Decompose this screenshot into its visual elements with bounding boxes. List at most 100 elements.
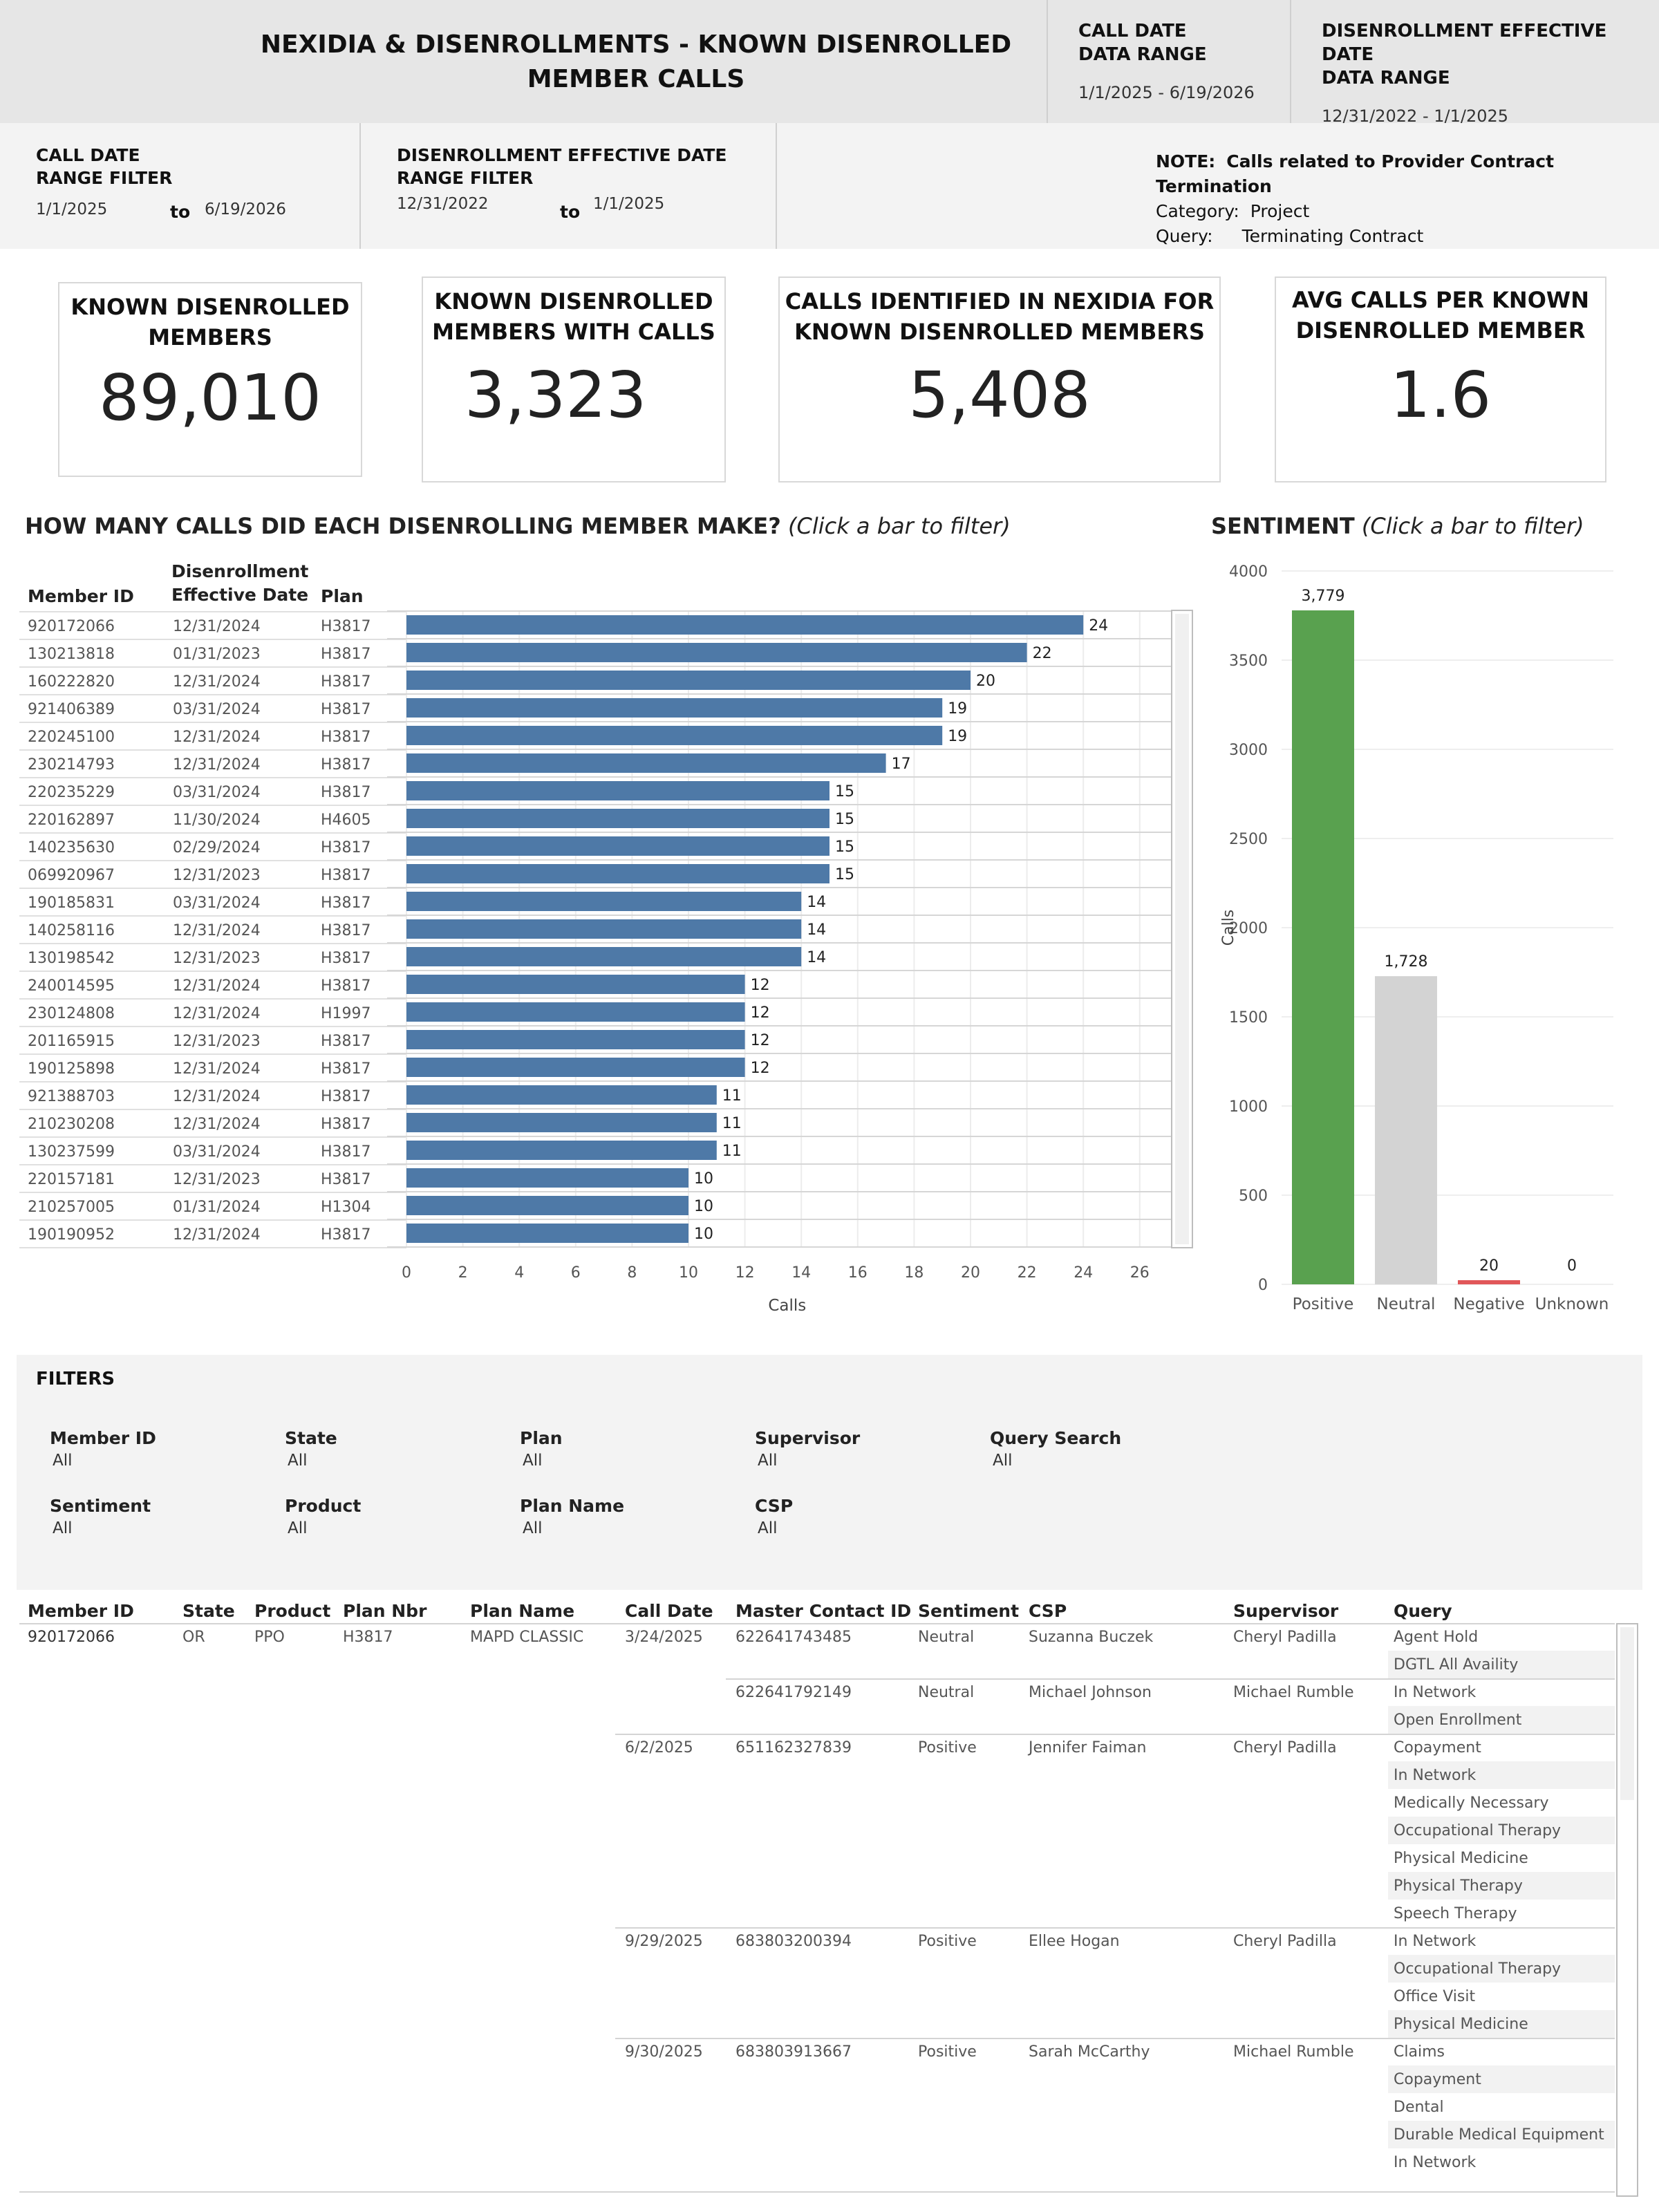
master-contact-id-cell[interactable]: 651162327839 — [735, 1739, 852, 1756]
disenroll-date-cell: 12/31/2023 — [173, 867, 261, 884]
scrollbar-thumb[interactable] — [1175, 614, 1189, 1244]
member-id-cell[interactable]: 921406389 — [28, 701, 115, 718]
title-line-2: MEMBER CALLS — [527, 65, 745, 93]
member-id-cell[interactable]: 230124808 — [28, 1005, 115, 1022]
master-contact-id-cell[interactable]: 683803913667 — [735, 2043, 852, 2061]
csp-cell: Sarah McCarthy — [1029, 2043, 1150, 2061]
query-row-shade — [1388, 1761, 1615, 1789]
calls-section-title: HOW MANY CALLS DID EACH DISENROLLING MEM… — [25, 513, 1011, 539]
supervisor-cell: Michael Rumble — [1233, 2043, 1354, 2061]
filter-value-dropdown[interactable]: All — [758, 1452, 778, 1470]
sentiment-bar[interactable] — [1375, 976, 1437, 1284]
filter-value-dropdown[interactable]: All — [993, 1452, 1013, 1470]
member-bar[interactable] — [406, 1224, 688, 1243]
product-cell: PPO — [254, 1629, 285, 1646]
member-id-cell[interactable]: 160222820 — [28, 673, 115, 691]
call-divider — [615, 1927, 1615, 1929]
detail-table-scrollbar[interactable] — [1616, 1623, 1638, 2197]
row-divider — [19, 1164, 406, 1165]
member-bar[interactable] — [406, 615, 1084, 635]
filter-value-dropdown[interactable]: All — [523, 1452, 543, 1470]
detail-column-header: Sentiment — [918, 1601, 1020, 1621]
sentiment-bar[interactable] — [1292, 610, 1354, 1284]
member-bar[interactable] — [406, 1168, 688, 1188]
disenroll-date-label: DATA RANGE — [1322, 68, 1450, 88]
member-id-cell[interactable]: 140258116 — [28, 922, 115, 939]
call-date-filter-label: RANGE FILTER — [36, 168, 173, 188]
detail-column-header: Supervisor — [1233, 1601, 1339, 1621]
member-bar[interactable] — [406, 753, 886, 773]
filter-value-dropdown[interactable]: All — [53, 1519, 73, 1537]
member-id-cell[interactable]: 130213818 — [28, 646, 115, 663]
member-bar[interactable] — [406, 1030, 745, 1049]
member-id-cell[interactable]: 240014595 — [28, 977, 115, 995]
row-divider — [19, 1247, 406, 1248]
disenroll-date-to-input[interactable]: 1/1/2025 — [593, 195, 665, 213]
member-id-cell[interactable]: 190190952 — [28, 1226, 115, 1244]
member-bar[interactable] — [406, 698, 943, 718]
disenroll-date-from-input[interactable]: 12/31/2022 — [397, 195, 489, 213]
member-bar[interactable] — [406, 781, 830, 800]
plan-cell: H3817 — [321, 1226, 371, 1244]
member-bar[interactable] — [406, 1002, 745, 1022]
kpi-card-avg-calls: AVG CALLS PER KNOWN DISENROLLED MEMBER 1… — [1275, 276, 1606, 482]
header-underline — [19, 1623, 1615, 1624]
kpi-title: AVG CALLS PER KNOWN DISENROLLED MEMBER — [1276, 285, 1605, 346]
y-tick-label: 1000 — [1229, 1098, 1268, 1116]
plan-cell: H3817 — [321, 784, 371, 801]
call-date-from-input[interactable]: 1/1/2025 — [36, 200, 108, 218]
bar-value-label: 22 — [1033, 645, 1052, 662]
member-id-cell[interactable]: 210230208 — [28, 1116, 115, 1133]
member-bar[interactable] — [406, 975, 745, 994]
sentiment-chart[interactable]: 0 500 1000 1500 2000 2500 3000 3500 4000 Calls 3,7… — [1203, 553, 1631, 1334]
member-bar[interactable] — [406, 892, 802, 911]
member-id-cell[interactable]: 210257005 — [28, 1199, 115, 1216]
member-id-cell[interactable]: 220157181 — [28, 1171, 115, 1188]
call-date-to-input[interactable]: 6/19/2026 — [205, 200, 286, 218]
member-bar[interactable] — [406, 809, 830, 828]
filter-value-dropdown[interactable]: All — [288, 1452, 308, 1470]
member-bar[interactable] — [406, 1196, 688, 1215]
member-bar[interactable] — [406, 1058, 745, 1077]
master-contact-id-cell[interactable]: 622641792149 — [735, 1684, 852, 1701]
member-bar[interactable] — [406, 643, 1027, 662]
member-id-cell[interactable]: 220235229 — [28, 784, 115, 801]
filter-value-dropdown[interactable]: All — [758, 1519, 778, 1537]
scrollbar-thumb[interactable] — [1620, 1627, 1634, 1800]
member-id-cell[interactable]: 920172066 — [28, 618, 115, 635]
member-id-cell[interactable]: 201165915 — [28, 1033, 115, 1050]
supervisor-cell: Cheryl Padilla — [1233, 1933, 1337, 1950]
member-id-cell[interactable]: 130237599 — [28, 1143, 115, 1161]
member-bar[interactable] — [406, 1085, 717, 1105]
disenroll-date-cell: 12/31/2024 — [173, 922, 261, 939]
member-id-cell[interactable]: 140235630 — [28, 839, 115, 856]
disenroll-date-cell: 12/31/2024 — [173, 1226, 261, 1244]
calls-per-member-chart[interactable]: 2422201919171515151514141412121212111111… — [387, 601, 1203, 1327]
member-bar[interactable] — [406, 726, 943, 745]
member-bar[interactable] — [406, 671, 971, 690]
master-contact-id-cell[interactable]: 683803200394 — [735, 1933, 852, 1950]
filter-value-dropdown[interactable]: All — [523, 1519, 543, 1537]
member-id-cell[interactable]: 069920967 — [28, 867, 115, 884]
query-row-shade — [1388, 2121, 1615, 2148]
member-list-scrollbar[interactable] — [1171, 610, 1193, 1248]
member-id-cell[interactable]: 190185831 — [28, 894, 115, 912]
filter-value-dropdown[interactable]: All — [53, 1452, 73, 1470]
member-bar[interactable] — [406, 1113, 717, 1132]
call-date-label: CALL DATE — [1078, 21, 1187, 41]
member-bar[interactable] — [406, 1141, 717, 1160]
member-id-cell[interactable]: 920172066 — [28, 1629, 115, 1646]
member-id-cell[interactable]: 230214793 — [28, 756, 115, 774]
member-id-cell[interactable]: 921388703 — [28, 1088, 115, 1105]
member-bar[interactable] — [406, 947, 802, 966]
member-id-cell[interactable]: 190125898 — [28, 1060, 115, 1078]
master-contact-id-cell[interactable]: 622641743485 — [735, 1629, 852, 1646]
note-block: NOTE: Calls related to Provider Contract… — [1156, 149, 1659, 249]
member-id-cell[interactable]: 130198542 — [28, 950, 115, 967]
member-bar[interactable] — [406, 864, 830, 883]
member-id-cell[interactable]: 220245100 — [28, 729, 115, 746]
filter-value-dropdown[interactable]: All — [288, 1519, 308, 1537]
member-bar[interactable] — [406, 836, 830, 856]
member-bar[interactable] — [406, 919, 802, 939]
member-id-cell[interactable]: 220162897 — [28, 812, 115, 829]
